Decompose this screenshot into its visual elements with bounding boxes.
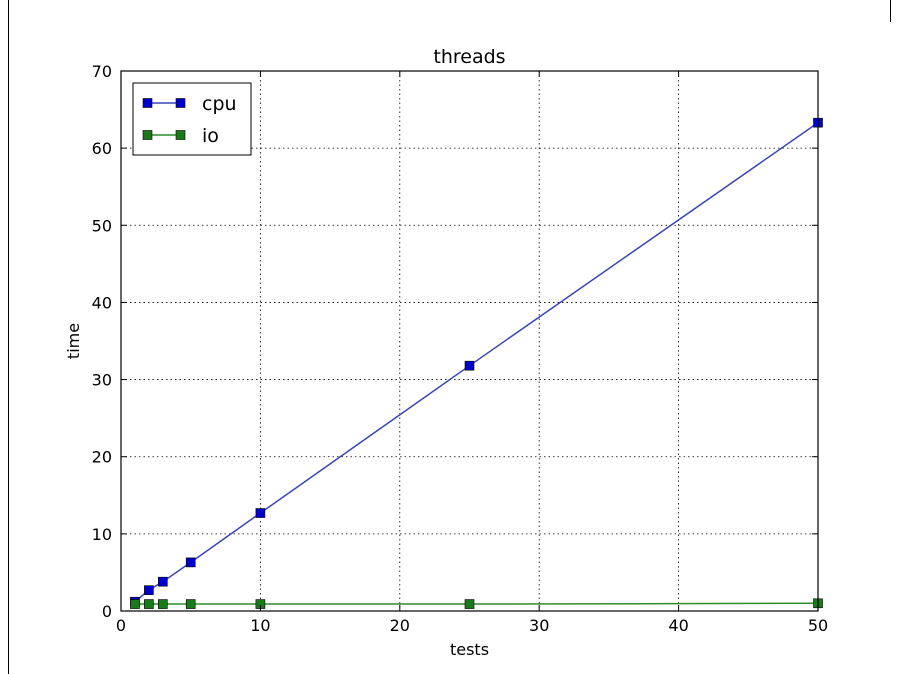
data-point-io [158,599,168,609]
x-tick-label: 40 [668,616,688,635]
plot-area-frame [120,70,819,612]
tick-labels: 0 10 20 30 40 50 0 10 20 30 40 50 60 70 [92,62,829,635]
series-layer [130,117,823,609]
data-point-io [130,599,140,609]
legend-marker-cpu [142,98,153,108]
legend-box [132,82,252,156]
legend: cpu io [132,82,252,156]
series-line-io [134,602,819,605]
x-tick-label: 0 [116,616,126,635]
series-cpu [130,117,823,607]
y-tick-label: 30 [92,371,112,390]
data-point-io [464,599,475,609]
data-point-cpu [464,360,475,371]
x-tick-label: 10 [250,616,270,635]
data-point-io [144,599,154,609]
y-tick-label: 60 [92,139,112,158]
data-point-cpu [185,557,196,568]
legend-marker-cpu [175,98,186,108]
data-point-io [185,599,196,609]
legend-label-cpu: cpu [202,93,237,115]
x-axis-label: tests [450,640,489,659]
y-tick-label: 0 [102,602,112,621]
legend-entry-cpu: cpu [142,93,237,115]
y-axis-label: time [64,323,83,359]
y-tick-label: 10 [92,525,112,544]
chart-title: threads [433,46,505,68]
data-point-cpu [255,508,266,518]
y-tick-label: 50 [92,216,112,235]
legend-marker-io [175,130,186,140]
series-line-cpu [134,122,819,603]
series-io [130,598,823,609]
y-tick-label: 70 [92,62,112,81]
data-point-cpu [144,585,154,595]
legend-entry-io: io [142,125,219,147]
y-tick-label: 40 [92,293,112,312]
x-tick-label: 50 [808,616,828,635]
y-tick-label: 20 [92,448,112,467]
legend-marker-io [142,130,153,140]
legend-entries: cpu io [142,93,237,147]
grid-lines [121,71,818,611]
legend-label-io: io [202,125,219,147]
data-point-cpu [158,576,168,587]
tick-marks [120,70,819,612]
x-tick-label: 20 [390,616,410,635]
x-tick-label: 30 [529,616,549,635]
